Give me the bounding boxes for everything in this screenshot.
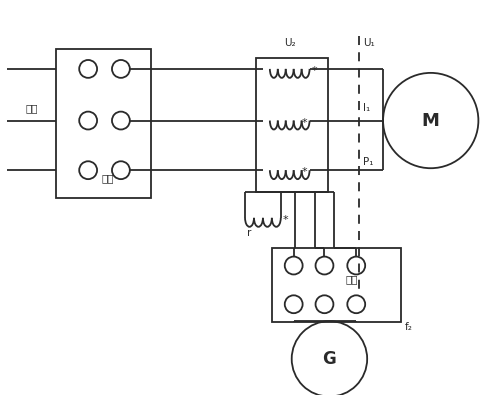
Text: I₁: I₁ [363, 103, 370, 112]
Text: 开关: 开关 [346, 274, 358, 284]
Text: 开关: 开关 [102, 173, 115, 183]
Text: *: * [312, 66, 317, 76]
Text: G: G [322, 350, 336, 368]
Text: r: r [247, 228, 252, 238]
Bar [56, 49, 150, 198]
Text: M: M [422, 112, 440, 129]
Text: *: * [302, 118, 308, 128]
Text: 电源: 电源 [26, 104, 38, 114]
Bar [256, 58, 328, 192]
Text: U₂: U₂ [284, 38, 296, 48]
Text: f₂: f₂ [405, 322, 413, 332]
Text: P₁: P₁ [363, 157, 374, 167]
Text: *: * [283, 215, 288, 225]
Bar [272, 248, 401, 322]
Text: *: * [302, 167, 308, 177]
Text: U₁: U₁ [363, 38, 375, 48]
